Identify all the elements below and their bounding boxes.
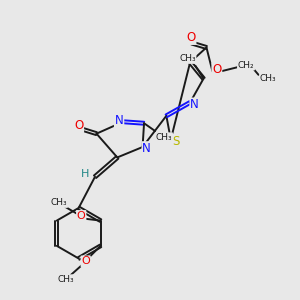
Text: CH₃: CH₃	[51, 198, 67, 207]
Text: N: N	[142, 142, 151, 155]
Text: CH₃: CH₃	[260, 74, 277, 83]
Text: O: O	[74, 119, 83, 132]
Text: S: S	[172, 135, 179, 148]
Text: O: O	[212, 63, 221, 76]
Text: CH₃: CH₃	[179, 54, 196, 63]
Text: O: O	[81, 256, 90, 266]
Text: CH₂: CH₂	[238, 61, 254, 70]
Text: CH₃: CH₃	[58, 275, 74, 284]
Text: N: N	[115, 114, 124, 127]
Text: N: N	[190, 98, 199, 111]
Text: H: H	[80, 169, 89, 179]
Text: O: O	[186, 31, 196, 44]
Text: O: O	[77, 211, 85, 221]
Text: CH₃: CH₃	[156, 133, 172, 142]
